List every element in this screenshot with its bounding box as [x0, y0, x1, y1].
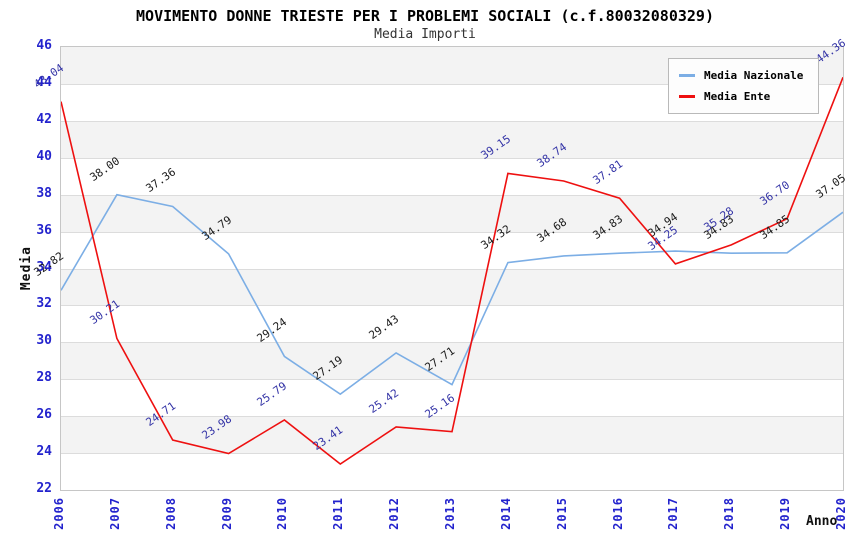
series-lines: [61, 77, 843, 465]
media-nazionale-line-swatch: [679, 74, 695, 77]
y-tick-42: 42: [36, 111, 52, 127]
y-tick-44: 44: [36, 74, 52, 90]
x-tick-2007: 2007: [107, 497, 122, 530]
x-tick-2010: 2010: [275, 497, 290, 530]
plot-band: [61, 342, 843, 380]
x-tick-2009: 2009: [219, 497, 234, 530]
x-tick-2016: 2016: [610, 497, 625, 530]
gridline: [61, 83, 843, 85]
legend-item-media-ente: Media Ente: [679, 86, 812, 107]
plot-band: [61, 157, 843, 195]
gridline: [61, 416, 843, 418]
y-tick-22: 22: [36, 481, 52, 496]
x-tick-2017: 2017: [666, 497, 681, 530]
gridline: [61, 231, 843, 233]
x-tick-2014: 2014: [498, 497, 513, 530]
y-tick-46: 46: [36, 38, 52, 53]
x-tick-2008: 2008: [163, 497, 178, 530]
x-tick-2006: 2006: [52, 497, 66, 530]
media-ente-line: [61, 77, 843, 465]
plot-area: [60, 46, 844, 491]
x-tick-2012: 2012: [387, 497, 402, 530]
legend-label-media-ente: Media Ente: [704, 90, 771, 103]
gridline: [61, 379, 843, 381]
legend-label-media-nazionale: Media Nazionale: [704, 69, 804, 82]
y-tick-30: 30: [36, 333, 52, 349]
y-tick-28: 28: [36, 370, 52, 386]
plot-band: [61, 268, 843, 306]
gridline: [61, 194, 843, 196]
x-tick-2019: 2019: [778, 497, 793, 530]
plot-band: [61, 305, 843, 343]
y-tick-36: 36: [36, 222, 52, 238]
plot-band: [61, 231, 843, 269]
y-tick-40: 40: [36, 148, 52, 164]
y-tick-34: 34: [36, 259, 52, 275]
plot-band: [61, 194, 843, 232]
media-nazionale-line: [61, 193, 843, 396]
gridline: [61, 453, 843, 455]
chart-subtitle: Media Importi: [374, 27, 476, 42]
x-tick-2015: 2015: [554, 497, 569, 530]
gridline: [61, 268, 843, 270]
plot-band: [61, 453, 843, 490]
gridline: [61, 157, 843, 159]
chart-title: MOVIMENTO DONNE TRIESTE PER I PROBLEMI S…: [136, 7, 714, 25]
y-tick-38: 38: [36, 185, 52, 201]
gridline: [61, 305, 843, 307]
y-tick-32: 32: [36, 296, 52, 312]
y-tick-26: 26: [36, 407, 52, 423]
gridline: [61, 342, 843, 344]
x-tick-2011: 2011: [331, 497, 346, 530]
plot-band: [61, 120, 843, 158]
legend-item-media-nazionale: Media Nazionale: [679, 65, 812, 86]
x-tick-2018: 2018: [722, 497, 737, 530]
x-axis-title: Anno: [806, 514, 838, 529]
media-ente-line-swatch: [679, 95, 695, 98]
gridline: [61, 120, 843, 122]
y-tick-24: 24: [36, 444, 52, 460]
plot-band: [61, 416, 843, 454]
x-tick-2013: 2013: [443, 497, 457, 530]
legend: Media Nazionale Media Ente: [668, 58, 819, 114]
